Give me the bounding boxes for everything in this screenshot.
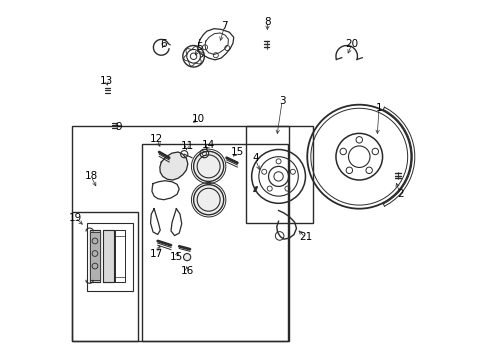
- Text: 11: 11: [180, 141, 193, 151]
- Text: 15: 15: [169, 252, 183, 262]
- Text: 17: 17: [150, 248, 163, 258]
- Text: 2: 2: [396, 189, 403, 199]
- Polygon shape: [89, 230, 100, 282]
- Text: 15: 15: [230, 147, 244, 157]
- Text: 14: 14: [202, 140, 215, 150]
- Text: 9: 9: [116, 122, 122, 132]
- Bar: [72, 126, 288, 341]
- Bar: [246, 126, 312, 223]
- Text: 6: 6: [160, 39, 167, 49]
- Bar: [72, 212, 138, 341]
- Text: 16: 16: [180, 266, 193, 276]
- Circle shape: [193, 185, 223, 215]
- Text: 5: 5: [196, 42, 203, 52]
- Polygon shape: [160, 152, 187, 180]
- Text: 19: 19: [68, 213, 81, 222]
- Text: 7: 7: [221, 21, 227, 31]
- Text: 4: 4: [251, 153, 258, 163]
- Text: 18: 18: [84, 171, 98, 181]
- Polygon shape: [102, 230, 113, 282]
- Bar: [86, 223, 133, 291]
- Text: 10: 10: [191, 114, 204, 124]
- Circle shape: [193, 151, 223, 181]
- Polygon shape: [90, 232, 100, 280]
- Bar: [142, 144, 287, 341]
- Text: 3: 3: [278, 96, 285, 106]
- Text: 21: 21: [298, 232, 311, 242]
- Text: 12: 12: [150, 134, 163, 144]
- Text: 8: 8: [264, 17, 270, 27]
- Text: 20: 20: [345, 39, 358, 49]
- Text: 13: 13: [100, 76, 113, 86]
- Text: 1: 1: [375, 103, 382, 113]
- Circle shape: [183, 253, 190, 261]
